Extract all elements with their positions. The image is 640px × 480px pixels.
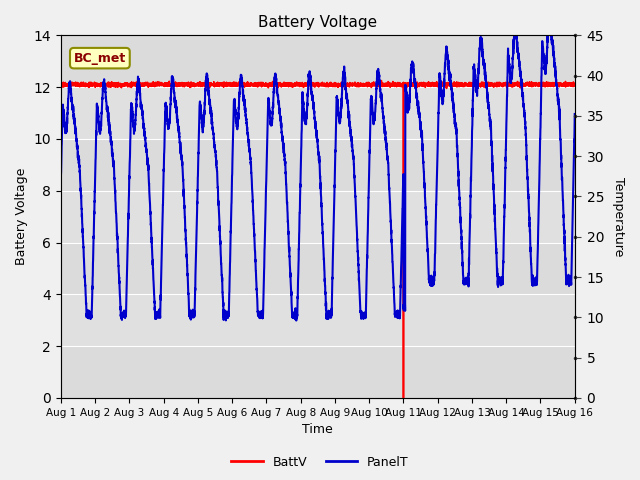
Bar	[61, 242, 575, 294]
Bar	[61, 36, 575, 87]
Y-axis label: Battery Voltage: Battery Voltage	[15, 168, 28, 265]
X-axis label: Time: Time	[303, 423, 333, 436]
Y-axis label: Temperature: Temperature	[612, 177, 625, 256]
Bar	[61, 139, 575, 191]
Title: Battery Voltage: Battery Voltage	[259, 15, 378, 30]
Legend: BattV, PanelT: BattV, PanelT	[227, 451, 413, 474]
Text: BC_met: BC_met	[74, 52, 126, 65]
Bar	[61, 346, 575, 398]
